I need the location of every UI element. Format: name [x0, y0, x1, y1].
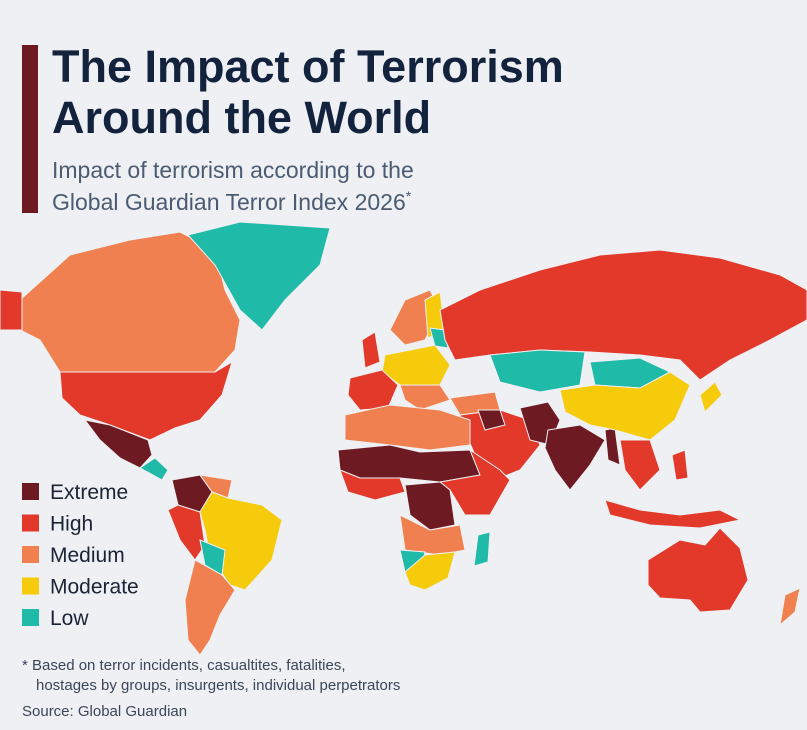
indonesia — [604, 499, 742, 529]
south-africa — [404, 551, 456, 591]
north-africa — [344, 404, 471, 451]
india — [544, 424, 606, 491]
west-africa — [339, 469, 406, 501]
central-america — [139, 457, 169, 481]
philippines — [671, 449, 689, 481]
legend-swatch — [22, 577, 39, 595]
canada — [19, 231, 241, 373]
legend-swatch — [22, 514, 39, 532]
china — [559, 371, 691, 441]
legend-swatch — [22, 483, 39, 500]
title: The Impact of Terrorism — [52, 41, 564, 92]
legend-label: High — [50, 513, 93, 536]
subtitle-mark: * — [406, 188, 412, 204]
usa — [59, 360, 233, 441]
new-zealand — [779, 587, 801, 627]
footnote: hostages by groups, insurgents, individu… — [36, 677, 400, 694]
southeast-asia — [619, 439, 661, 491]
legend-swatch — [22, 609, 39, 626]
legend-label: Extreme — [50, 481, 128, 504]
accent-bar — [22, 45, 38, 213]
subtitle: Global Guardian Terror Index 2026* — [52, 188, 412, 215]
alaska — [0, 289, 23, 331]
central-africa — [404, 481, 456, 531]
subtitle-text: Global Guardian Terror Index 2026 — [52, 189, 406, 215]
source: Source: Global Guardian — [22, 703, 187, 720]
world-map — [0, 221, 807, 656]
uk — [361, 331, 381, 369]
mexico — [83, 419, 153, 469]
greenland — [187, 221, 331, 331]
legend: Extreme High Medium Moderate Low — [22, 481, 139, 630]
argentina — [184, 559, 236, 656]
title: Around the World — [52, 92, 431, 143]
footnote: * Based on terror incidents, casualtites… — [22, 657, 346, 674]
sahel — [337, 444, 481, 483]
iraq-syria — [477, 409, 506, 431]
subtitle: Impact of terrorism according to the — [52, 157, 414, 183]
madagascar — [473, 531, 491, 567]
east-africa — [438, 448, 511, 516]
legend-label: Moderate — [50, 576, 139, 599]
legend-label: Low — [50, 607, 89, 630]
legend-label: Medium — [50, 544, 125, 567]
kazakhstan — [489, 349, 586, 393]
balkans — [399, 384, 451, 411]
japan — [699, 381, 723, 413]
australia — [647, 527, 749, 613]
legend-swatch — [22, 546, 39, 563]
